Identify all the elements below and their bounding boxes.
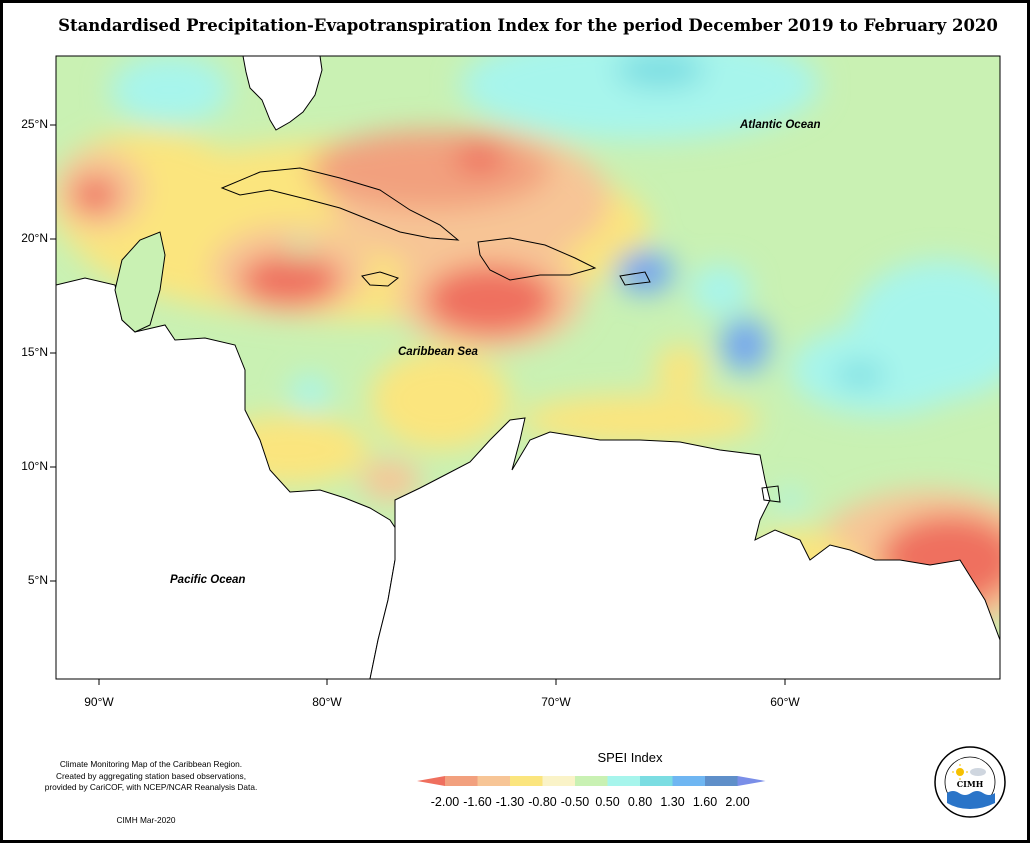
cuba xyxy=(220,167,460,241)
lat-label-15n: 15°N xyxy=(21,345,48,359)
credits-line-2: Created by aggregating station based obs… xyxy=(55,770,247,781)
logo-text: CIMH xyxy=(957,779,984,789)
cimh-logo: CIMH xyxy=(934,746,1006,818)
map-border xyxy=(55,55,1001,680)
legend-tick-label: -2.00 xyxy=(430,795,460,809)
legend-swatch xyxy=(445,776,478,786)
lon-label-70w: 70°W xyxy=(541,695,571,709)
land xyxy=(56,56,1000,679)
legend-title: SPEI Index xyxy=(597,750,663,765)
trinidad xyxy=(761,485,781,503)
legend-tick-label: 1.30 xyxy=(660,795,685,809)
legend-tick-label: -1.60 xyxy=(463,795,492,809)
jamaica xyxy=(361,271,400,287)
lat-label-5n: 5°N xyxy=(27,573,48,587)
map-title: Standardised Precipitation-Evapotranspir… xyxy=(58,16,998,35)
credits: Climate Monitoring Map of the Caribbean … xyxy=(26,759,276,794)
legend-swatch xyxy=(640,776,673,786)
lat-label-20n: 20°N xyxy=(21,231,48,245)
florida xyxy=(242,56,323,131)
yucatan xyxy=(114,231,166,333)
axis-ticks xyxy=(50,124,786,685)
legend-tick-label: 0.80 xyxy=(627,795,653,809)
legend-swatches xyxy=(417,776,766,786)
pacific-ocean-label: Pacific Ocean xyxy=(170,574,246,586)
legend-tick-label: 0.50 xyxy=(595,795,620,809)
credits-line-3: provided by CariCOF, with NCEP/NCAR Rean… xyxy=(44,782,258,792)
legend-swatch-right-arrow xyxy=(737,776,766,786)
legend-tick-label: -1.30 xyxy=(495,795,525,809)
legend-tick-label: 1.60 xyxy=(692,795,718,809)
legend-swatch xyxy=(510,776,543,786)
legend-tick-label: -0.80 xyxy=(528,795,557,809)
legend-tick-label: 2.00 xyxy=(725,795,750,809)
caribbean-sea-label: Caribbean Sea xyxy=(398,346,478,358)
legend-swatch xyxy=(672,776,705,786)
puerto-rico xyxy=(619,271,651,286)
lat-label-10n: 10°N xyxy=(21,459,48,473)
legend-tick-label: -0.50 xyxy=(560,795,590,809)
legend-swatch-left-arrow xyxy=(417,776,445,786)
lon-label-60w: 60°W xyxy=(770,695,800,709)
lon-label-80w: 80°W xyxy=(312,695,342,709)
legend-swatch xyxy=(607,776,640,786)
credits-line-1: Climate Monitoring Map of the Caribbean … xyxy=(59,759,243,769)
hispaniola xyxy=(477,237,597,281)
legend-swatch xyxy=(575,776,608,786)
legend-swatch xyxy=(477,776,510,786)
legend-colorbar xyxy=(417,776,766,786)
atlantic-ocean-label: Atlantic Ocean xyxy=(740,119,821,131)
legend-swatch xyxy=(542,776,575,786)
lon-label-90w: 90°W xyxy=(84,695,114,709)
lat-label-25n: 25°N xyxy=(21,117,48,131)
legend-swatch xyxy=(705,776,738,786)
south-america xyxy=(369,417,1000,679)
credits-date: CIMH Mar-2020 xyxy=(116,815,176,825)
